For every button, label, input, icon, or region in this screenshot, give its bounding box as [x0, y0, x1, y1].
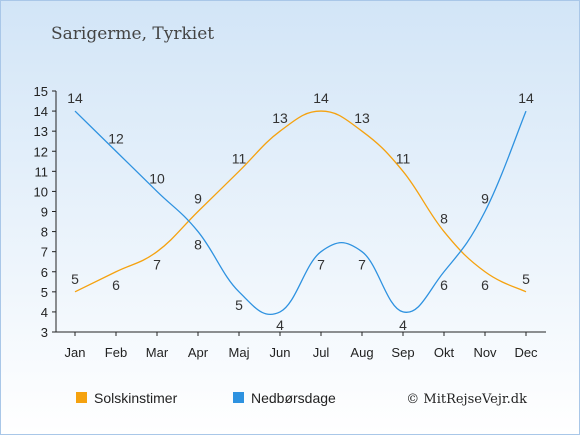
y-tick-label: 4: [41, 305, 48, 320]
x-tick-label: Jan: [65, 345, 86, 360]
data-label-solskinstimer: 6: [112, 277, 120, 293]
legend-label-solskinstimer: Solskinstimer: [94, 390, 178, 406]
data-label-group: 5 6 7 9 11 13 14 13 11 8 6 5 14 12 10 8 5 4 7 7 4 6 9 14: [67, 90, 534, 333]
data-label-nedborsdage: 4: [399, 317, 407, 333]
y-tick-group: 3 4 5 6 7 8 9 10 11 12 13 14 15: [34, 84, 56, 340]
x-tick-group: Jan Feb Mar Apr Maj Jun Jul Aug Sep Okt Nov Dec: [65, 332, 538, 360]
y-tick-label: 10: [34, 184, 48, 199]
legend-swatch-nedborsdage: [233, 392, 244, 403]
chart-title: Sarigerme, Tyrkiet: [51, 24, 214, 44]
data-label-nedborsdage: 7: [358, 257, 366, 273]
series-line-solskinstimer: [74, 110, 527, 293]
series-group: [74, 110, 527, 316]
x-tick-label: Sep: [391, 345, 414, 360]
y-tick-label: 14: [34, 104, 48, 119]
x-tick-label: Apr: [188, 345, 209, 360]
x-tick-label: Jul: [313, 345, 330, 360]
y-tick-label: 8: [41, 225, 48, 240]
data-label-solskinstimer: 13: [272, 110, 288, 126]
data-label-nedborsdage: 6: [440, 277, 448, 293]
data-label-nedborsdage: 14: [67, 90, 83, 106]
data-label-solskinstimer: 11: [396, 150, 411, 166]
data-label-solskinstimer: 6: [481, 277, 489, 293]
data-label-solskinstimer: 13: [354, 110, 370, 126]
data-label-nedborsdage: 9: [481, 191, 489, 207]
data-label-solskinstimer: 8: [440, 211, 448, 227]
x-tick-label: Okt: [434, 345, 455, 360]
copyright-text: © MitRejseVejr.dk: [406, 392, 527, 407]
y-tick-label: 9: [41, 205, 48, 220]
data-label-nedborsdage: 7: [317, 257, 325, 273]
data-label-nedborsdage: 14: [518, 90, 534, 106]
data-label-solskinstimer: 9: [194, 191, 202, 207]
data-label-solskinstimer: 14: [313, 90, 329, 106]
data-label-nedborsdage: 5: [235, 297, 243, 313]
x-tick-label: Aug: [350, 345, 373, 360]
y-tick-label: 13: [34, 124, 48, 139]
data-label-nedborsdage: 12: [108, 130, 124, 146]
y-tick-label: 5: [41, 285, 48, 300]
x-tick-label: Jun: [270, 345, 291, 360]
data-label-solskinstimer: 7: [153, 257, 161, 273]
data-label-solskinstimer: 11: [232, 150, 247, 166]
x-tick-label: Maj: [229, 345, 250, 360]
y-tick-label: 12: [34, 144, 48, 159]
legend-swatch-solskinstimer: [76, 392, 87, 403]
y-tick-label: 11: [35, 164, 49, 179]
y-tick-label: 7: [41, 245, 48, 260]
series-line-nedborsdage: [74, 110, 527, 316]
data-label-solskinstimer: 5: [71, 271, 79, 287]
x-tick-label: Dec: [514, 345, 538, 360]
y-tick-label: 6: [41, 265, 48, 280]
x-tick-label: Feb: [105, 345, 127, 360]
data-label-nedborsdage: 8: [194, 237, 202, 253]
legend-label-nedborsdage: Nedbørsdage: [251, 390, 336, 406]
data-label-nedborsdage: 4: [276, 317, 284, 333]
x-tick-label: Nov: [473, 345, 497, 360]
x-tick-label: Mar: [146, 345, 169, 360]
y-tick-label: 15: [34, 84, 48, 99]
y-tick-label: 3: [41, 325, 48, 340]
data-label-solskinstimer: 5: [522, 271, 530, 287]
data-label-nedborsdage: 10: [149, 170, 165, 186]
